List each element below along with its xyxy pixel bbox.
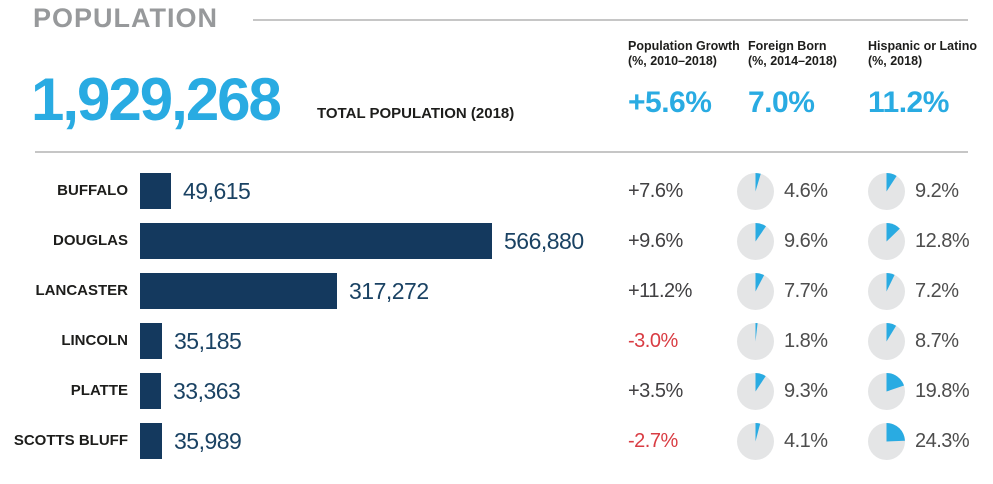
population-bar xyxy=(140,223,492,259)
hispanic-pie-icon xyxy=(868,173,905,210)
population-bar xyxy=(140,273,337,309)
hispanic-value: 9.2% xyxy=(915,180,959,202)
county-label: LANCASTER xyxy=(35,282,129,299)
page-title: POPULATION xyxy=(33,3,218,33)
stat-hispanic-label-line2: (%, 2018) xyxy=(868,54,923,68)
population-value: 33,363 xyxy=(173,378,241,404)
growth-value: -3.0% xyxy=(628,330,678,352)
county-label: PLATTE xyxy=(70,382,128,399)
hispanic-pie-icon xyxy=(868,323,905,360)
population-value: 566,880 xyxy=(504,228,584,254)
county-row: SCOTTS BLUFF 35,989 -2.7% 4.1% 24.3% xyxy=(0,423,993,460)
hispanic-value: 24.3% xyxy=(915,430,970,452)
stat-hispanic-latino: Hispanic or Latino (%, 2018) 11.2% xyxy=(868,39,986,119)
title-rule-line xyxy=(253,19,968,21)
foreign-born-pie-icon xyxy=(737,273,774,310)
foreign-born-value: 9.6% xyxy=(784,230,828,252)
population-bar xyxy=(140,173,171,209)
hispanic-value: 7.2% xyxy=(915,280,959,302)
population-value: 317,272 xyxy=(349,278,429,304)
stat-growth-value: +5.6% xyxy=(628,86,712,119)
foreign-born-pie-icon xyxy=(737,223,774,260)
hispanic-pie-icon xyxy=(868,373,905,410)
stat-foreign-born-value: 7.0% xyxy=(748,86,815,119)
county-row: LANCASTER 317,272 +11.2% 7.7% 7.2% xyxy=(0,273,993,310)
stat-population-growth: Population Growth (%, 2010–2018) +5.6% xyxy=(628,39,746,119)
total-population-label: TOTAL POPULATION (2018) xyxy=(317,105,515,122)
total-population-value: 1,929,268 xyxy=(31,66,282,133)
foreign-born-value: 1.8% xyxy=(784,330,828,352)
foreign-born-value: 4.1% xyxy=(784,430,828,452)
hispanic-value: 19.8% xyxy=(915,380,970,402)
stat-foreign-born: Foreign Born (%, 2014–2018) 7.0% xyxy=(748,39,866,119)
header-divider-line xyxy=(35,151,968,153)
county-label: SCOTTS BLUFF xyxy=(13,432,128,449)
county-label: DOUGLAS xyxy=(53,232,128,249)
county-row: DOUGLAS 566,880 +9.6% 9.6% 12.8% xyxy=(0,223,993,260)
population-bar xyxy=(140,323,162,359)
foreign-born-pie-icon xyxy=(737,323,774,360)
stat-hispanic-label-line1: Hispanic or Latino xyxy=(868,39,978,53)
foreign-born-pie-icon xyxy=(737,173,774,210)
stat-growth-label-line1: Population Growth xyxy=(628,39,740,53)
growth-value: +11.2% xyxy=(628,280,692,302)
county-label: BUFFALO xyxy=(57,182,128,199)
stat-foreign-born-label-line2: (%, 2014–2018) xyxy=(748,54,837,68)
population-bar xyxy=(140,373,161,409)
hispanic-pie-icon xyxy=(868,273,905,310)
growth-value: -2.7% xyxy=(628,430,678,452)
population-bar xyxy=(140,423,162,459)
population-value: 35,185 xyxy=(174,328,242,354)
foreign-born-value: 9.3% xyxy=(784,380,828,402)
hispanic-value: 12.8% xyxy=(915,230,970,252)
foreign-born-pie-icon xyxy=(737,373,774,410)
foreign-born-pie-icon xyxy=(737,423,774,460)
county-row: PLATTE 33,363 +3.5% 9.3% 19.8% xyxy=(0,373,993,410)
population-value: 35,989 xyxy=(174,428,242,454)
population-value: 49,615 xyxy=(183,178,251,204)
hispanic-pie-icon xyxy=(868,423,905,460)
county-row: BUFFALO 49,615 +7.6% 4.6% 9.2% xyxy=(0,173,993,210)
county-row: LINCOLN 35,185 -3.0% 1.8% 8.7% xyxy=(0,323,993,360)
foreign-born-value: 7.7% xyxy=(784,280,828,302)
growth-value: +7.6% xyxy=(628,180,683,202)
growth-value: +9.6% xyxy=(628,230,683,252)
stat-growth-label-line2: (%, 2010–2018) xyxy=(628,54,717,68)
stat-foreign-born-label-line1: Foreign Born xyxy=(748,39,827,53)
hispanic-value: 8.7% xyxy=(915,330,959,352)
county-label: LINCOLN xyxy=(61,332,128,349)
growth-value: +3.5% xyxy=(628,380,683,402)
foreign-born-value: 4.6% xyxy=(784,180,828,202)
hispanic-pie-icon xyxy=(868,223,905,260)
stat-hispanic-value: 11.2% xyxy=(868,86,949,119)
